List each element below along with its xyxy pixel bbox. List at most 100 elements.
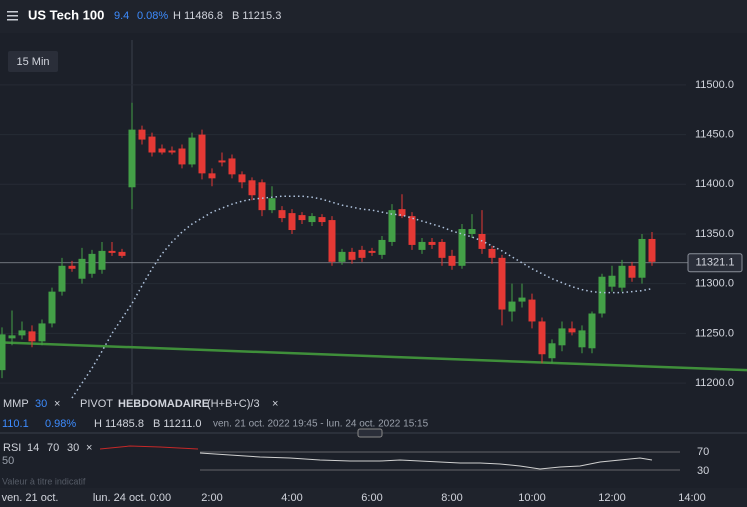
- candle-body: [28, 331, 36, 342]
- candle-body: [298, 215, 306, 221]
- support-line: [0, 341, 747, 372]
- instrument-title[interactable]: US Tech 100: [28, 7, 104, 22]
- pivot-formula: (H+B+C)/3: [207, 398, 260, 410]
- rsi-period: 14: [27, 442, 39, 454]
- y-tick-label: 11450.0: [695, 129, 734, 141]
- close-pivot[interactable]: ×: [272, 398, 278, 410]
- pivot-label: PIVOT: [80, 398, 113, 410]
- candle-body: [308, 216, 316, 223]
- candle-body: [598, 276, 606, 314]
- info-low: B 11211.0: [153, 418, 202, 430]
- y-tick-label: 11200.0: [695, 377, 734, 389]
- candle-body: [538, 321, 546, 355]
- candle-body: [428, 241, 436, 245]
- candle-body: [238, 174, 246, 183]
- candle-body: [128, 129, 136, 188]
- candle-body: [498, 257, 506, 310]
- interval-label: 15 Min: [16, 56, 49, 68]
- mmp-label: MMP: [3, 398, 29, 410]
- candle-body: [388, 210, 396, 242]
- last-price-label: 11321.1: [696, 257, 735, 269]
- candle-body: [398, 209, 406, 217]
- close-rsi[interactable]: ×: [86, 442, 92, 454]
- candle-body: [228, 158, 236, 175]
- interval-button[interactable]: [8, 51, 58, 72]
- rsi-upper: 70: [47, 442, 59, 454]
- header-bar: [0, 0, 747, 33]
- candle-body: [8, 335, 16, 339]
- menu-line: [7, 15, 18, 17]
- candle-body: [638, 238, 646, 278]
- x-tick-label: 10:00: [518, 492, 546, 504]
- candle-body: [558, 328, 566, 346]
- candle-body: [348, 251, 356, 260]
- candle-body: [38, 323, 46, 342]
- info-pct: 0.98%: [45, 418, 76, 430]
- candle-body: [618, 265, 626, 288]
- candle-body: [0, 334, 6, 371]
- candle-body: [78, 258, 86, 279]
- y-tick-label: 11250.0: [695, 327, 734, 339]
- close-mmp[interactable]: ×: [54, 398, 60, 410]
- candle-body: [288, 213, 296, 231]
- y-tick-label: 11500.0: [695, 79, 734, 91]
- candle-body: [108, 250, 116, 253]
- x-tick-label: 2:00: [201, 492, 222, 504]
- candle-body: [488, 248, 496, 258]
- rsi-mid: 50: [2, 455, 14, 467]
- candle-body: [168, 150, 176, 153]
- x-tick-label: 14:00: [678, 492, 706, 504]
- candle-body: [448, 255, 456, 266]
- pane-resize-handle[interactable]: [357, 428, 383, 438]
- rsi-label: RSI: [3, 442, 21, 454]
- candle-body: [268, 198, 276, 211]
- candle-body: [208, 173, 216, 179]
- candle-body: [518, 297, 526, 302]
- candle-body: [528, 299, 536, 322]
- disclaimer: Valeur à titre indicatif: [2, 476, 86, 486]
- candle-body: [148, 136, 156, 153]
- rsi-axis-label: 70: [697, 446, 709, 458]
- candle-body: [648, 238, 656, 262]
- candle-body: [378, 239, 386, 255]
- day-high: H 11486.8: [173, 10, 223, 22]
- menu-line: [7, 11, 18, 13]
- candle-body: [118, 251, 126, 256]
- candle-body: [438, 241, 446, 258]
- candle-body: [548, 343, 556, 359]
- rsi-line-overbought: [99, 445, 199, 450]
- candle-body: [338, 251, 346, 262]
- candle-body: [328, 220, 336, 262]
- candle-body: [88, 253, 96, 274]
- candle-body: [68, 265, 76, 269]
- menu-line: [7, 19, 18, 21]
- x-tick-label: 4:00: [281, 492, 302, 504]
- candle-body: [158, 148, 166, 153]
- menu-icon[interactable]: [7, 11, 18, 21]
- candle-body: [18, 330, 26, 336]
- x-tick-label: ven. 21 oct.: [2, 492, 59, 504]
- info-high: H 11485.8: [94, 418, 144, 430]
- candle-body: [58, 265, 66, 292]
- info-change: 110.1: [2, 418, 29, 430]
- candle-body: [178, 148, 186, 165]
- x-tick-label: 6:00: [361, 492, 382, 504]
- y-tick-label: 11400.0: [695, 178, 734, 190]
- rsi-lower: 30: [67, 442, 79, 454]
- candle-body: [248, 180, 256, 196]
- candle-body: [458, 229, 466, 266]
- candle-body: [218, 160, 226, 163]
- candle-body: [138, 129, 146, 140]
- candle-body: [508, 301, 516, 312]
- candle-body: [318, 217, 326, 223]
- candle-body: [608, 275, 616, 287]
- candle-body: [628, 265, 636, 278]
- candle-body: [278, 210, 286, 219]
- time-axis: [0, 488, 747, 507]
- x-tick-label: lun. 24 oct. 0:00: [93, 492, 171, 504]
- info-range: ven. 21 oct. 2022 19:45 - lun. 24 oct. 2…: [213, 419, 429, 430]
- x-tick-label: 12:00: [598, 492, 626, 504]
- plot: 11200.0 11250.0 11300.0 11350.0 11400.0 11450…: [0, 79, 747, 399]
- rsi-line: [199, 452, 653, 470]
